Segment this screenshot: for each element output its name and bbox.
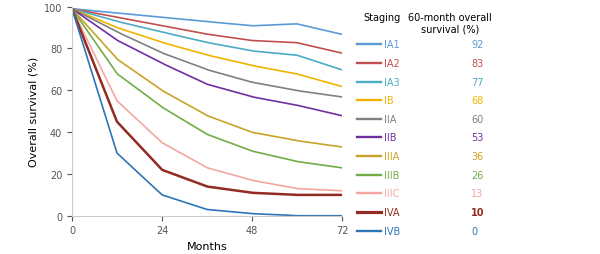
Text: IIIC: IIIC: [384, 188, 400, 199]
Text: 13: 13: [471, 188, 483, 199]
Text: 60-month overall
survival (%): 60-month overall survival (%): [408, 13, 492, 34]
Text: 77: 77: [471, 77, 484, 87]
Text: 60: 60: [471, 114, 483, 124]
Text: 26: 26: [471, 170, 484, 180]
Text: IIA: IIA: [384, 114, 397, 124]
Text: IVB: IVB: [384, 226, 400, 236]
Text: IIB: IIB: [384, 133, 397, 143]
Text: IIIB: IIIB: [384, 170, 400, 180]
Text: 53: 53: [471, 133, 484, 143]
X-axis label: Months: Months: [187, 241, 227, 251]
Text: IA2: IA2: [384, 59, 400, 69]
Text: 36: 36: [471, 151, 483, 162]
Text: IIIA: IIIA: [384, 151, 399, 162]
Text: 68: 68: [471, 96, 483, 106]
Text: 92: 92: [471, 40, 484, 50]
Text: 0: 0: [471, 226, 477, 236]
Y-axis label: Overall survival (%): Overall survival (%): [28, 57, 38, 167]
Text: IVA: IVA: [384, 207, 400, 217]
Text: 83: 83: [471, 59, 483, 69]
Text: IB: IB: [384, 96, 394, 106]
Text: Staging: Staging: [363, 13, 400, 23]
Text: 10: 10: [471, 207, 485, 217]
Text: IA1: IA1: [384, 40, 400, 50]
Text: IA3: IA3: [384, 77, 400, 87]
